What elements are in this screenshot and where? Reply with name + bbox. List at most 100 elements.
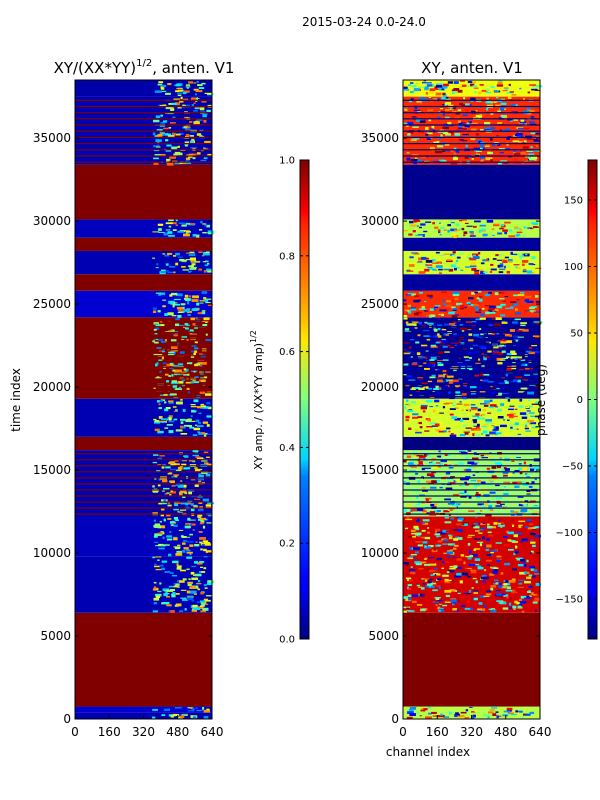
left-speckle [187,581,193,584]
right-speckle [444,219,449,222]
right-speckle [527,399,531,402]
left-speckle [175,224,179,226]
right-speckle [441,567,444,570]
left-speckle [173,546,181,548]
right-speckle [523,363,528,367]
left-y-axis-label: time index [9,368,23,432]
left-speckle [199,537,206,540]
left-speckle [200,548,203,551]
right-speckle [483,595,490,597]
right-speckle [488,324,494,327]
left-stripe [75,337,212,339]
left-speckle [180,418,186,421]
right-speckle [506,709,512,712]
left-speckle [190,571,195,575]
right-speckle [416,584,420,587]
left-stripe [75,453,212,455]
right-speckle [503,474,508,477]
right-speckle [458,357,461,360]
right-speckle [490,554,493,557]
right-speckle [411,387,415,390]
left-speckle [193,370,196,373]
left-speckle [170,714,174,718]
right-speckle [455,503,461,505]
right-speckle [429,585,435,588]
left-speckle [157,223,164,226]
right-speckle [427,531,430,534]
right-speckle [433,388,439,391]
right-speckle [441,313,444,317]
right-speckle [530,156,538,159]
right-colorbar-tick-label: 100 [564,262,583,273]
right-speckle [435,405,439,407]
right-speckle [493,459,499,463]
left-speckle [185,84,190,86]
right-speckle [424,453,429,456]
right-speckle [420,131,425,134]
left-speckle [166,363,170,367]
left-speckle [178,90,184,92]
left-stripe [75,130,212,132]
right-speckle [516,301,520,303]
right-speckle [510,251,513,255]
right-speckle [406,125,409,127]
right-speckle [461,568,468,570]
right-speckle [509,329,515,332]
left-speckle [164,254,170,257]
right-speckle [499,268,506,270]
right-speckle [443,268,450,271]
left-speckle [165,149,172,152]
right-speckle [482,522,486,525]
right-speckle [410,529,416,533]
left-speckle [205,302,211,304]
right-speckle [423,230,428,233]
right-speckle [428,335,435,339]
right-speckle [425,350,429,352]
left-speckle [205,473,211,477]
left-speckle [176,87,181,90]
left-speckle [155,139,162,143]
right-speckle [487,716,490,719]
right-speckle [481,415,487,417]
right-speckle [469,235,476,237]
right-speckle [527,227,533,229]
right-speckle [418,356,426,359]
right-speckle [442,361,445,364]
left-speckle [180,569,186,572]
right-speckle [475,308,479,311]
right-speckle [519,398,523,402]
right-speckle [503,583,508,586]
left-speckle [154,525,160,528]
right-speckle [418,97,426,100]
right-speckle [492,389,497,391]
left-speckle [197,562,202,565]
right-speckle [405,415,410,419]
right-speckle [484,569,487,572]
right-speckle [453,152,457,155]
right-speckle [403,606,411,609]
right-speckle [403,230,408,232]
right-speckle [438,351,444,354]
right-speckle [480,160,484,163]
right-speckle [500,107,505,111]
right-speckle [493,583,496,585]
right-speckle [509,607,513,609]
left-speckle [185,144,188,147]
left-stripe [75,349,212,351]
left-speckle [178,491,186,494]
right-speckle [497,162,502,165]
right-speckle [501,291,508,293]
left-speckle [167,593,170,595]
right-speckle [507,531,514,535]
left-speckle [180,303,186,305]
right-speckle [532,601,538,604]
right-band [403,436,540,451]
right-speckle [426,132,433,135]
right-speckle [511,460,515,462]
left-speckle [199,365,203,367]
right-speckle [403,596,408,599]
right-speckle [438,386,441,389]
right-speckle [464,156,469,159]
left-speckle [158,350,163,352]
left-speckle [194,409,197,411]
